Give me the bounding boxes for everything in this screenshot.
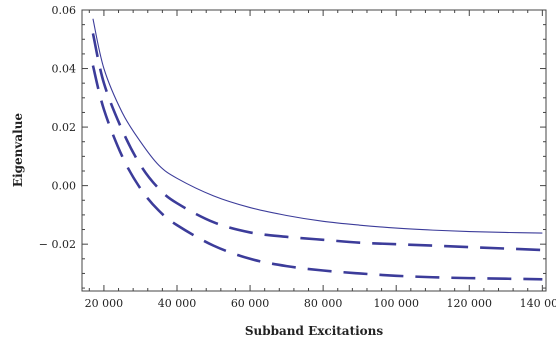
y-tick-label: 0.02 (52, 121, 77, 134)
y-tick-label: − 0.02 (39, 238, 76, 251)
series-line-3 (91, 65, 543, 281)
x-tick-label: 60 000 (231, 297, 270, 310)
x-tick-label: 20 000 (85, 297, 124, 310)
series-line-2 (91, 33, 543, 252)
x-axis-label: Subband Excitations (245, 324, 384, 338)
y-axis-label: Eigenvalue (11, 113, 25, 187)
x-tick-label: 100 000 (373, 297, 419, 310)
x-tick-label: 40 000 (158, 297, 197, 310)
x-tick-label: 140 000 (520, 297, 556, 310)
series-layer (91, 18, 543, 281)
y-tick-label: 0.00 (52, 180, 77, 193)
x-tick-label: 120 000 (447, 297, 493, 310)
y-tick-label: 0.04 (52, 63, 77, 76)
tick-marks (82, 9, 546, 291)
series-line-1 (92, 18, 543, 234)
tick-labels: 20 000 40 000 60 000 80 000 100 000 120 000 14… (39, 4, 556, 310)
plot-frame (81, 9, 547, 292)
x-tick-label: 80 000 (304, 297, 343, 310)
y-tick-label: 0.06 (52, 4, 77, 17)
